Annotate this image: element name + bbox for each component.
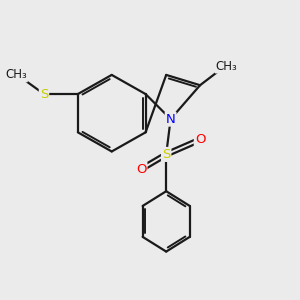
- Text: O: O: [195, 133, 205, 146]
- Text: N: N: [166, 112, 176, 126]
- Text: CH₃: CH₃: [5, 68, 27, 81]
- Text: O: O: [136, 163, 146, 176]
- Text: CH₃: CH₃: [216, 60, 237, 73]
- Text: S: S: [162, 148, 170, 161]
- Text: S: S: [40, 88, 48, 100]
